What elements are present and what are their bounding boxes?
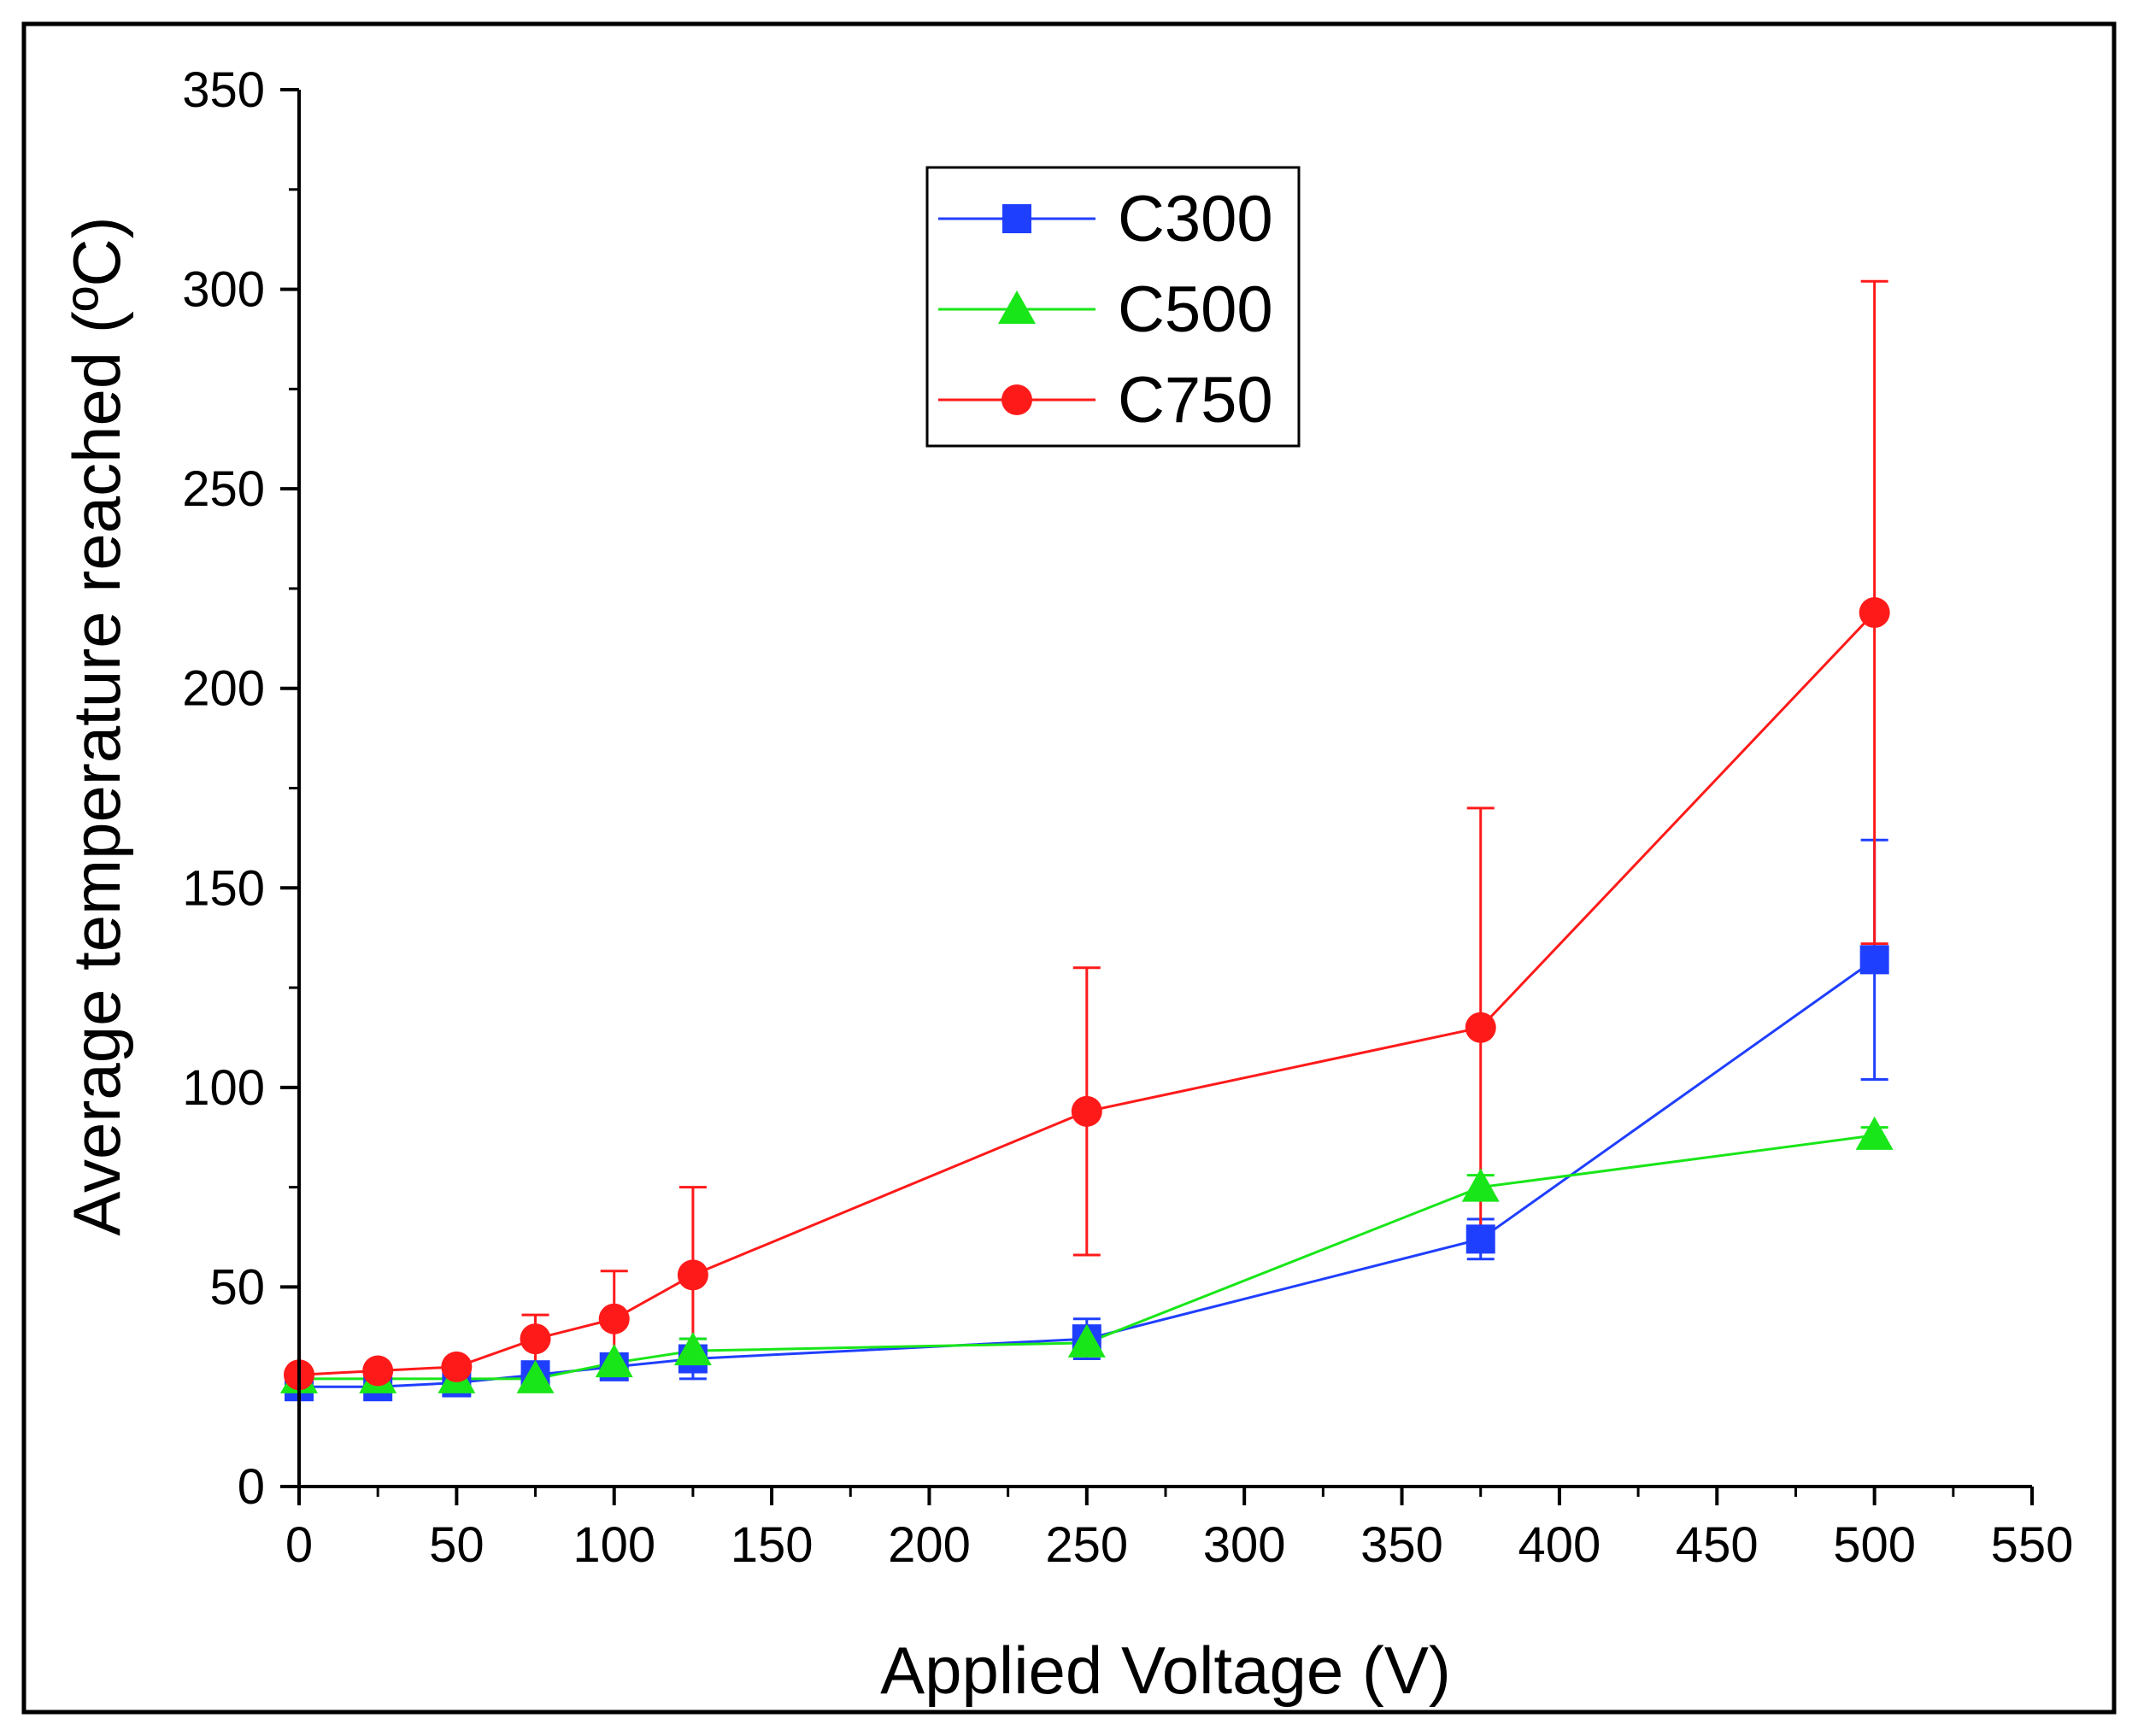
- y-tick-label: 350: [182, 62, 265, 118]
- x-tick-label: 250: [1045, 1517, 1128, 1573]
- y-tick-label: 300: [182, 262, 265, 318]
- x-tick-label: 50: [429, 1517, 485, 1573]
- y-tick-label: 250: [182, 461, 265, 517]
- x-tick-label: 550: [1991, 1517, 2074, 1573]
- c300-point: [1859, 945, 1889, 975]
- c750-point: [441, 1351, 473, 1382]
- x-tick-label: 450: [1676, 1517, 1759, 1573]
- c500-point: [1461, 1168, 1500, 1202]
- c500-point: [1855, 1116, 1894, 1150]
- c750-point: [598, 1303, 630, 1334]
- legend-c500-label: C500: [1118, 273, 1273, 346]
- c750-point: [1859, 596, 1890, 628]
- legend-c750-marker: [1001, 384, 1032, 415]
- x-tick-label: 300: [1203, 1517, 1286, 1573]
- c750-point: [677, 1259, 708, 1291]
- c750-point: [520, 1323, 551, 1355]
- c300-point: [1465, 1224, 1495, 1254]
- x-axis-ticks: 0 50 100 150 200 250 300 350 400 450 500 550: [285, 1487, 2074, 1573]
- x-tick-label: 150: [731, 1517, 813, 1573]
- x-tick-label: 200: [888, 1517, 971, 1573]
- y-tick-label: 200: [182, 661, 265, 717]
- c500-point: [673, 1332, 712, 1366]
- c500-point: [595, 1344, 633, 1378]
- legend: C300 C500 C750: [925, 166, 1301, 448]
- legend-c750-label: C750: [1118, 364, 1273, 437]
- y-tick-label: 100: [182, 1060, 265, 1116]
- y-axis-ticks: 0 50 100 150 200 250 300 350: [182, 62, 299, 1515]
- x-tick-label: 400: [1518, 1517, 1601, 1573]
- c750-point: [1071, 1095, 1102, 1127]
- y-tick-label: 150: [182, 860, 265, 916]
- c750-point: [1465, 1012, 1496, 1043]
- x-tick-label: 100: [573, 1517, 655, 1573]
- legend-c500-marker: [998, 290, 1036, 324]
- x-tick-label: 350: [1360, 1517, 1443, 1573]
- legend-c300-marker: [1002, 204, 1031, 233]
- x-axis-label: Applied Voltage (V): [880, 1633, 1451, 1708]
- y-tick-label: 0: [238, 1459, 265, 1515]
- series-markers: [280, 596, 1894, 1402]
- x-tick-label: 0: [285, 1517, 313, 1573]
- y-tick-label: 50: [209, 1259, 265, 1315]
- c500-point: [516, 1359, 555, 1393]
- y-axis-label: Average temperature reached (ºC): [59, 216, 134, 1235]
- c750-point: [362, 1355, 394, 1387]
- x-tick-label: 500: [1833, 1517, 1916, 1573]
- c500-point: [1067, 1323, 1106, 1358]
- legend-c300-label: C300: [1118, 183, 1273, 255]
